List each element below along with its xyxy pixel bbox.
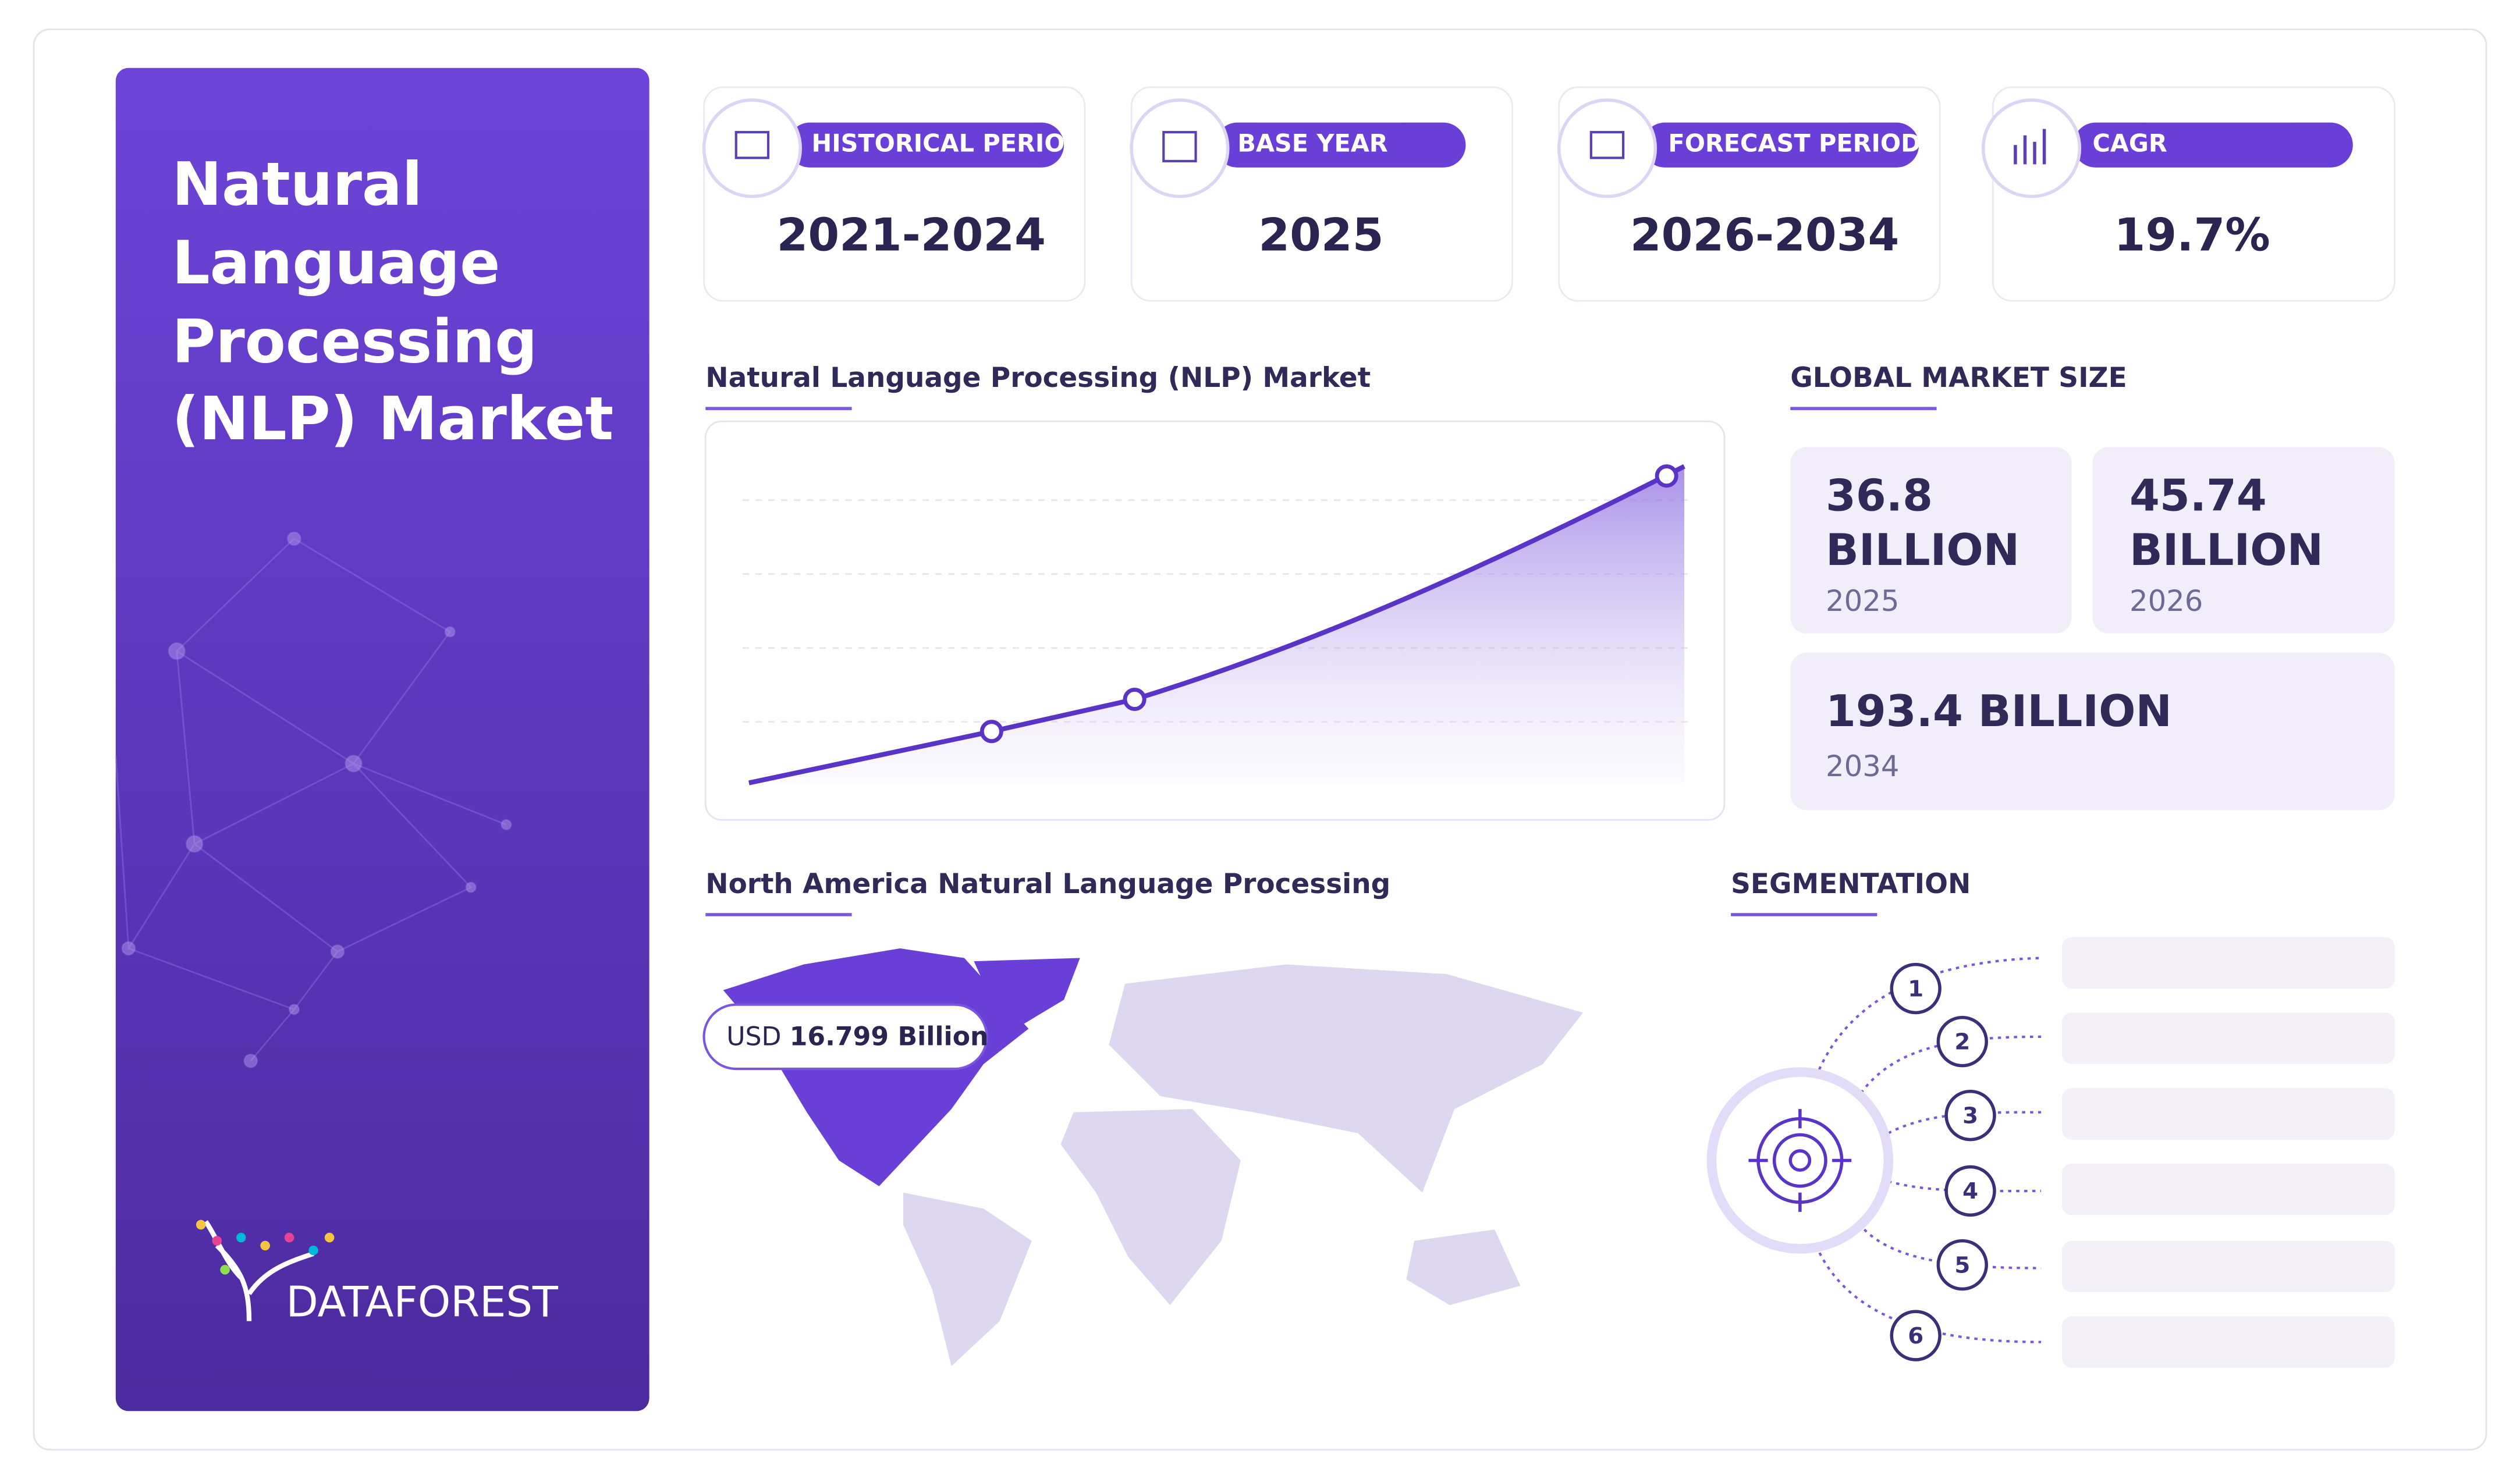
size-unit: BILLION — [1826, 525, 2019, 575]
title-line: (NLP) Market — [172, 385, 613, 454]
title-line: Language — [172, 229, 500, 298]
section-title: Natural Language Processing (NLP) Market — [705, 362, 1371, 394]
size-unit: BILLION — [1978, 685, 2172, 736]
segment-number: 1 — [1908, 976, 1923, 1002]
size-year: 2025 — [1826, 584, 1899, 618]
logo-text: DATAFOREST — [286, 1278, 559, 1327]
size-unit: BILLION — [2129, 525, 2323, 575]
segment-bars — [2061, 937, 2395, 1368]
logo-icon — [196, 1220, 335, 1321]
section-title: North America Natural Language Processin… — [705, 868, 1390, 900]
size-value: 36.8 — [1826, 470, 1933, 521]
world-map — [903, 964, 1584, 1366]
trend-line — [748, 464, 1685, 785]
title-line: Processing — [172, 307, 537, 376]
callout-value: 16.799 Billion — [790, 1022, 989, 1052]
stat-card: BASE YEAR 2025 — [1130, 86, 1513, 302]
size-value: 45.74 — [2129, 470, 2267, 521]
size-year: 2034 — [1826, 749, 1899, 783]
stat-card: CAGR 19.7% — [1981, 86, 2395, 302]
stat-value: 2021-2024 — [777, 209, 1046, 261]
segment-number: 4 — [1962, 1178, 1978, 1204]
callout-prefix: USD — [726, 1022, 781, 1052]
size-year: 2026 — [2129, 584, 2203, 618]
title-line: Natural — [172, 150, 422, 219]
stat-value: 2026-2034 — [1630, 209, 1899, 261]
stat-card: HISTORICAL PERIOD 2021-2024 — [702, 86, 1086, 302]
stat-card: FORECAST PERIOD 2026-2034 — [1557, 86, 1941, 302]
stat-value: 2025 — [1258, 209, 1383, 261]
callout — [702, 1003, 988, 1071]
size-card — [2092, 447, 2395, 634]
segment-number: 2 — [1954, 1029, 1970, 1055]
stat-label: HISTORICAL PERIOD — [812, 129, 1085, 157]
target-icon — [1748, 1109, 1852, 1212]
area — [748, 466, 1685, 783]
segment-number: 5 — [1954, 1252, 1970, 1278]
size-card — [1790, 652, 2395, 810]
size-card — [1790, 447, 2072, 634]
stat-label: BASE YEAR — [1237, 129, 1387, 157]
target-circle — [1706, 1067, 1894, 1254]
side-panel — [115, 67, 649, 1412]
network-decoration — [115, 531, 512, 1068]
size-value: 193.4 BILLION — [1826, 685, 2172, 736]
segment-number: 3 — [1962, 1103, 1978, 1129]
markers — [979, 464, 1678, 744]
segment-circles — [1890, 962, 1996, 1361]
callout-text: USD 16.799 Billion — [726, 1022, 988, 1052]
section-title: GLOBAL MARKET SIZE — [1790, 362, 2127, 394]
size-number: 193.4 — [1826, 685, 1963, 736]
section-title: SEGMENTATION — [1731, 868, 1971, 900]
main-title: Natural Language Processing (NLP) Market — [172, 150, 613, 454]
stat-label: CAGR — [2092, 129, 2167, 157]
segment-number: 6 — [1908, 1323, 1923, 1349]
stat-value: 19.7% — [2114, 209, 2270, 261]
stat-label: FORECAST PERIOD — [1668, 129, 1921, 157]
